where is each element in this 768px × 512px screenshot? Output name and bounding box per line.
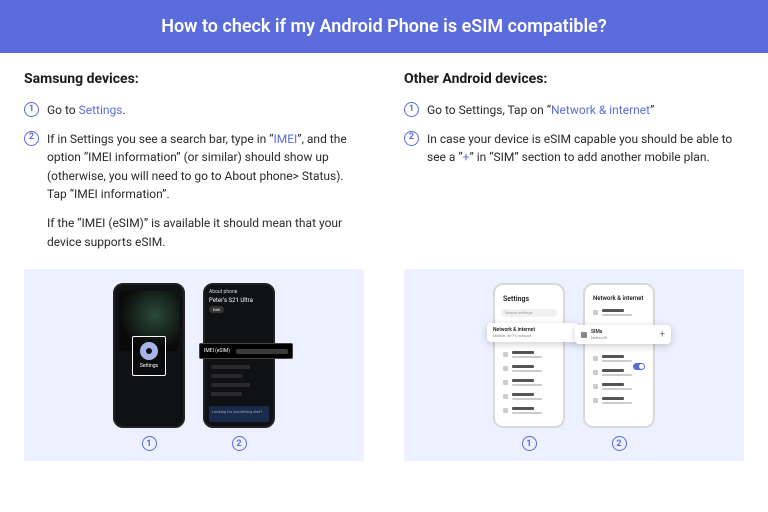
about-phone-header: About phone Peter's S21 Ultra Edit xyxy=(209,289,269,313)
step-text: Go to Settings. xyxy=(47,101,364,120)
samsung-phones: Settings 1 About phone Peter's S21 Ultra… xyxy=(24,269,364,461)
imei-link[interactable]: IMEI xyxy=(273,132,297,146)
imei-esim-callout: IMEI (eSIM) xyxy=(199,343,293,359)
settings-search: Search settings xyxy=(501,309,557,317)
phones-row: Settings 1 About phone Peter's S21 Ultra… xyxy=(0,269,768,461)
other-android-column: Other Android devices: 1 Go to Settings,… xyxy=(404,71,744,261)
content-columns: Samsung devices: 1 Go to Settings. 2 If … xyxy=(0,53,768,261)
gear-icon xyxy=(140,342,158,360)
settings-app-label: Settings xyxy=(140,363,158,369)
network-list-top xyxy=(593,309,645,316)
add-sim-plus-icon: + xyxy=(659,329,665,340)
list-item xyxy=(503,393,555,400)
sim-icon xyxy=(581,332,587,338)
list-item xyxy=(211,365,250,369)
network-internet-callout: Network & internet Mobile, Wi-Fi, hotspo… xyxy=(487,323,579,342)
settings-screen-title: Settings xyxy=(503,295,529,303)
samsung-note: If the “IMEI (eSIM)” is available it sho… xyxy=(24,214,364,251)
phone-number-badge: 2 xyxy=(612,436,627,451)
phone-number-badge: 1 xyxy=(142,436,157,451)
settings-app-highlight: Settings xyxy=(132,336,166,376)
other-phone-1: Settings Search settings Network & inter… xyxy=(493,283,565,428)
phone-footer: Looking for something else? xyxy=(209,406,269,422)
other-heading: Other Android devices: xyxy=(404,71,744,87)
samsung-heading: Samsung devices: xyxy=(24,71,364,87)
network-internet-link[interactable]: Network & internet xyxy=(551,103,650,117)
list-item xyxy=(593,383,645,390)
list-item xyxy=(503,351,555,358)
list-item xyxy=(593,397,645,404)
redacted-bar xyxy=(236,349,288,354)
step-text: In case your device is eSIM capable you … xyxy=(427,130,744,167)
samsung-step-1: 1 Go to Settings. xyxy=(24,101,364,120)
list-item xyxy=(593,309,645,316)
page-title: How to check if my Android Phone is eSIM… xyxy=(161,16,606,37)
samsung-phone-1: Settings xyxy=(113,283,185,428)
samsung-column: Samsung devices: 1 Go to Settings. 2 If … xyxy=(24,71,364,261)
list-item xyxy=(211,383,250,387)
step-number-badge: 1 xyxy=(24,102,39,117)
about-phone-list xyxy=(211,365,267,396)
other-step-1: 1 Go to Settings, Tap on “Network & inte… xyxy=(404,101,744,120)
step-text: Go to Settings, Tap on “Network & intern… xyxy=(427,101,744,120)
other-phone-2: Network & internet SIMs Nettec20 + xyxy=(583,283,655,428)
step-number-badge: 2 xyxy=(24,131,39,146)
sims-callout: SIMs Nettec20 + xyxy=(575,325,671,344)
other-phones: Settings Search settings Network & inter… xyxy=(404,269,744,461)
toggle-icon xyxy=(633,363,645,370)
page-header: How to check if my Android Phone is eSIM… xyxy=(0,0,768,53)
settings-link[interactable]: Settings xyxy=(79,103,123,117)
other-phone-2-wrap: Network & internet SIMs Nettec20 + xyxy=(583,283,655,451)
samsung-phone-2-wrap: About phone Peter's S21 Ultra Edit IMEI … xyxy=(203,283,275,451)
samsung-phone-1-wrap: Settings 1 xyxy=(113,283,185,451)
samsung-phone-2: About phone Peter's S21 Ultra Edit IMEI … xyxy=(203,283,275,428)
list-item xyxy=(593,369,645,376)
step-text: If in Settings you see a search bar, typ… xyxy=(47,130,364,204)
list-item xyxy=(503,379,555,386)
other-step-2: 2 In case your device is eSIM capable yo… xyxy=(404,130,744,167)
list-item xyxy=(211,374,242,378)
list-item xyxy=(503,407,555,414)
list-item xyxy=(503,365,555,372)
step-number-badge: 2 xyxy=(404,131,419,146)
network-screen-title: Network & internet xyxy=(593,295,643,302)
phone-number-badge: 2 xyxy=(232,436,247,451)
list-item xyxy=(593,355,645,362)
list-item xyxy=(211,392,242,396)
phone-number-badge: 1 xyxy=(522,436,537,451)
samsung-step-2: 2 If in Settings you see a search bar, t… xyxy=(24,130,364,204)
other-phone-1-wrap: Settings Search settings Network & inter… xyxy=(493,283,565,451)
settings-list xyxy=(503,351,555,414)
step-number-badge: 1 xyxy=(404,102,419,117)
